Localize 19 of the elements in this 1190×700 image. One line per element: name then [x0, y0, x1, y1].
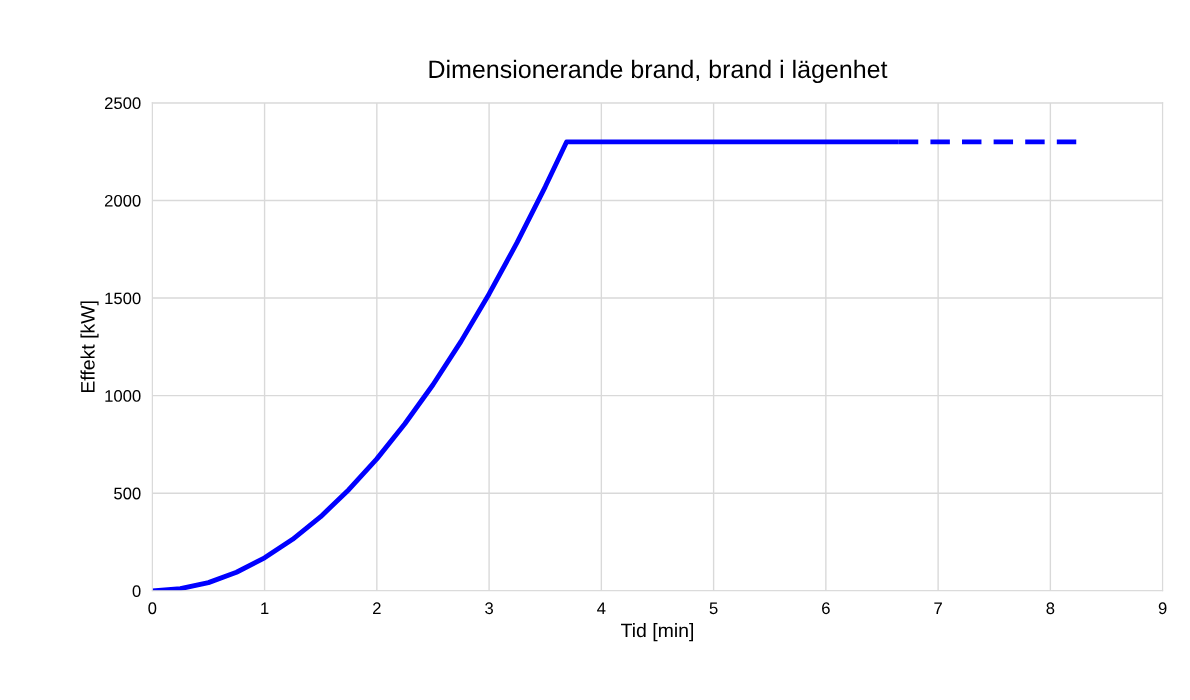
x-tick-label: 0 [148, 602, 157, 615]
y-tick-label: 1000 [105, 390, 141, 402]
x-axis-title: Tid [min] [621, 623, 693, 642]
x-tick-label: 9 [1158, 602, 1167, 615]
x-tick-label: 5 [709, 602, 718, 615]
x-tick-label: 7 [934, 602, 942, 614]
x-tick-label: 6 [822, 602, 830, 615]
x-tick-label: 4 [597, 602, 606, 614]
y-tick-label: 1500 [105, 292, 141, 305]
y-tick-label: 2000 [104, 194, 141, 207]
y-tick-label: 2500 [104, 97, 141, 110]
y-tick-label: 500 [114, 487, 141, 500]
y-axis-title: Effekt [kW] [80, 301, 99, 393]
x-tick-label: 3 [485, 602, 493, 615]
x-tick-label: 8 [1046, 602, 1055, 615]
x-tick-label: 1 [261, 602, 269, 614]
chart-title: Dimensionerande brand, brand i lägenhet [429, 59, 888, 84]
y-tick-label: 0 [132, 585, 141, 597]
x-tick-label: 2 [373, 602, 381, 614]
